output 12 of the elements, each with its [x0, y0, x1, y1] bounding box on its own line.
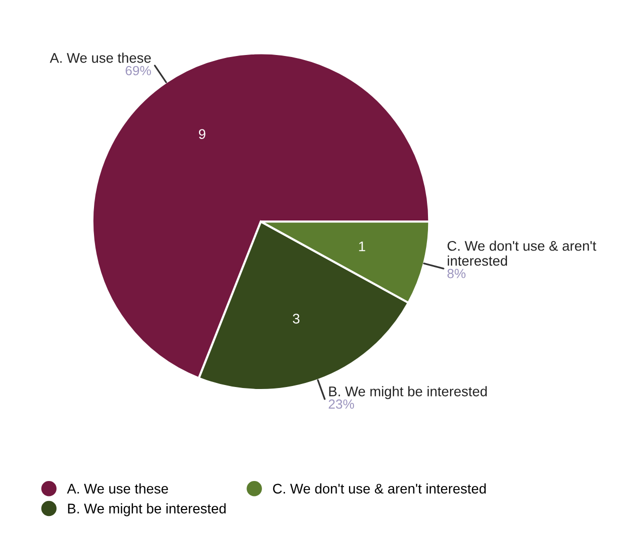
data-label: 8% — [447, 268, 466, 278]
slice-label: C. We don't use & aren't interested — [448, 240, 596, 266]
data-label: 69% — [126, 66, 151, 76]
legend-label: C. We don't use & aren't interested — [273, 483, 486, 494]
legend-label: B. We might be interested — [68, 503, 226, 516]
text: 1 — [359, 242, 366, 252]
data-label: 23% — [328, 399, 354, 409]
text: 3 — [292, 314, 300, 324]
slice-label: B. We might be interested — [329, 386, 487, 400]
text: 9 — [198, 129, 206, 139]
slice-label: A. We use these — [50, 52, 151, 63]
legend-label: A. We use these — [67, 483, 168, 494]
